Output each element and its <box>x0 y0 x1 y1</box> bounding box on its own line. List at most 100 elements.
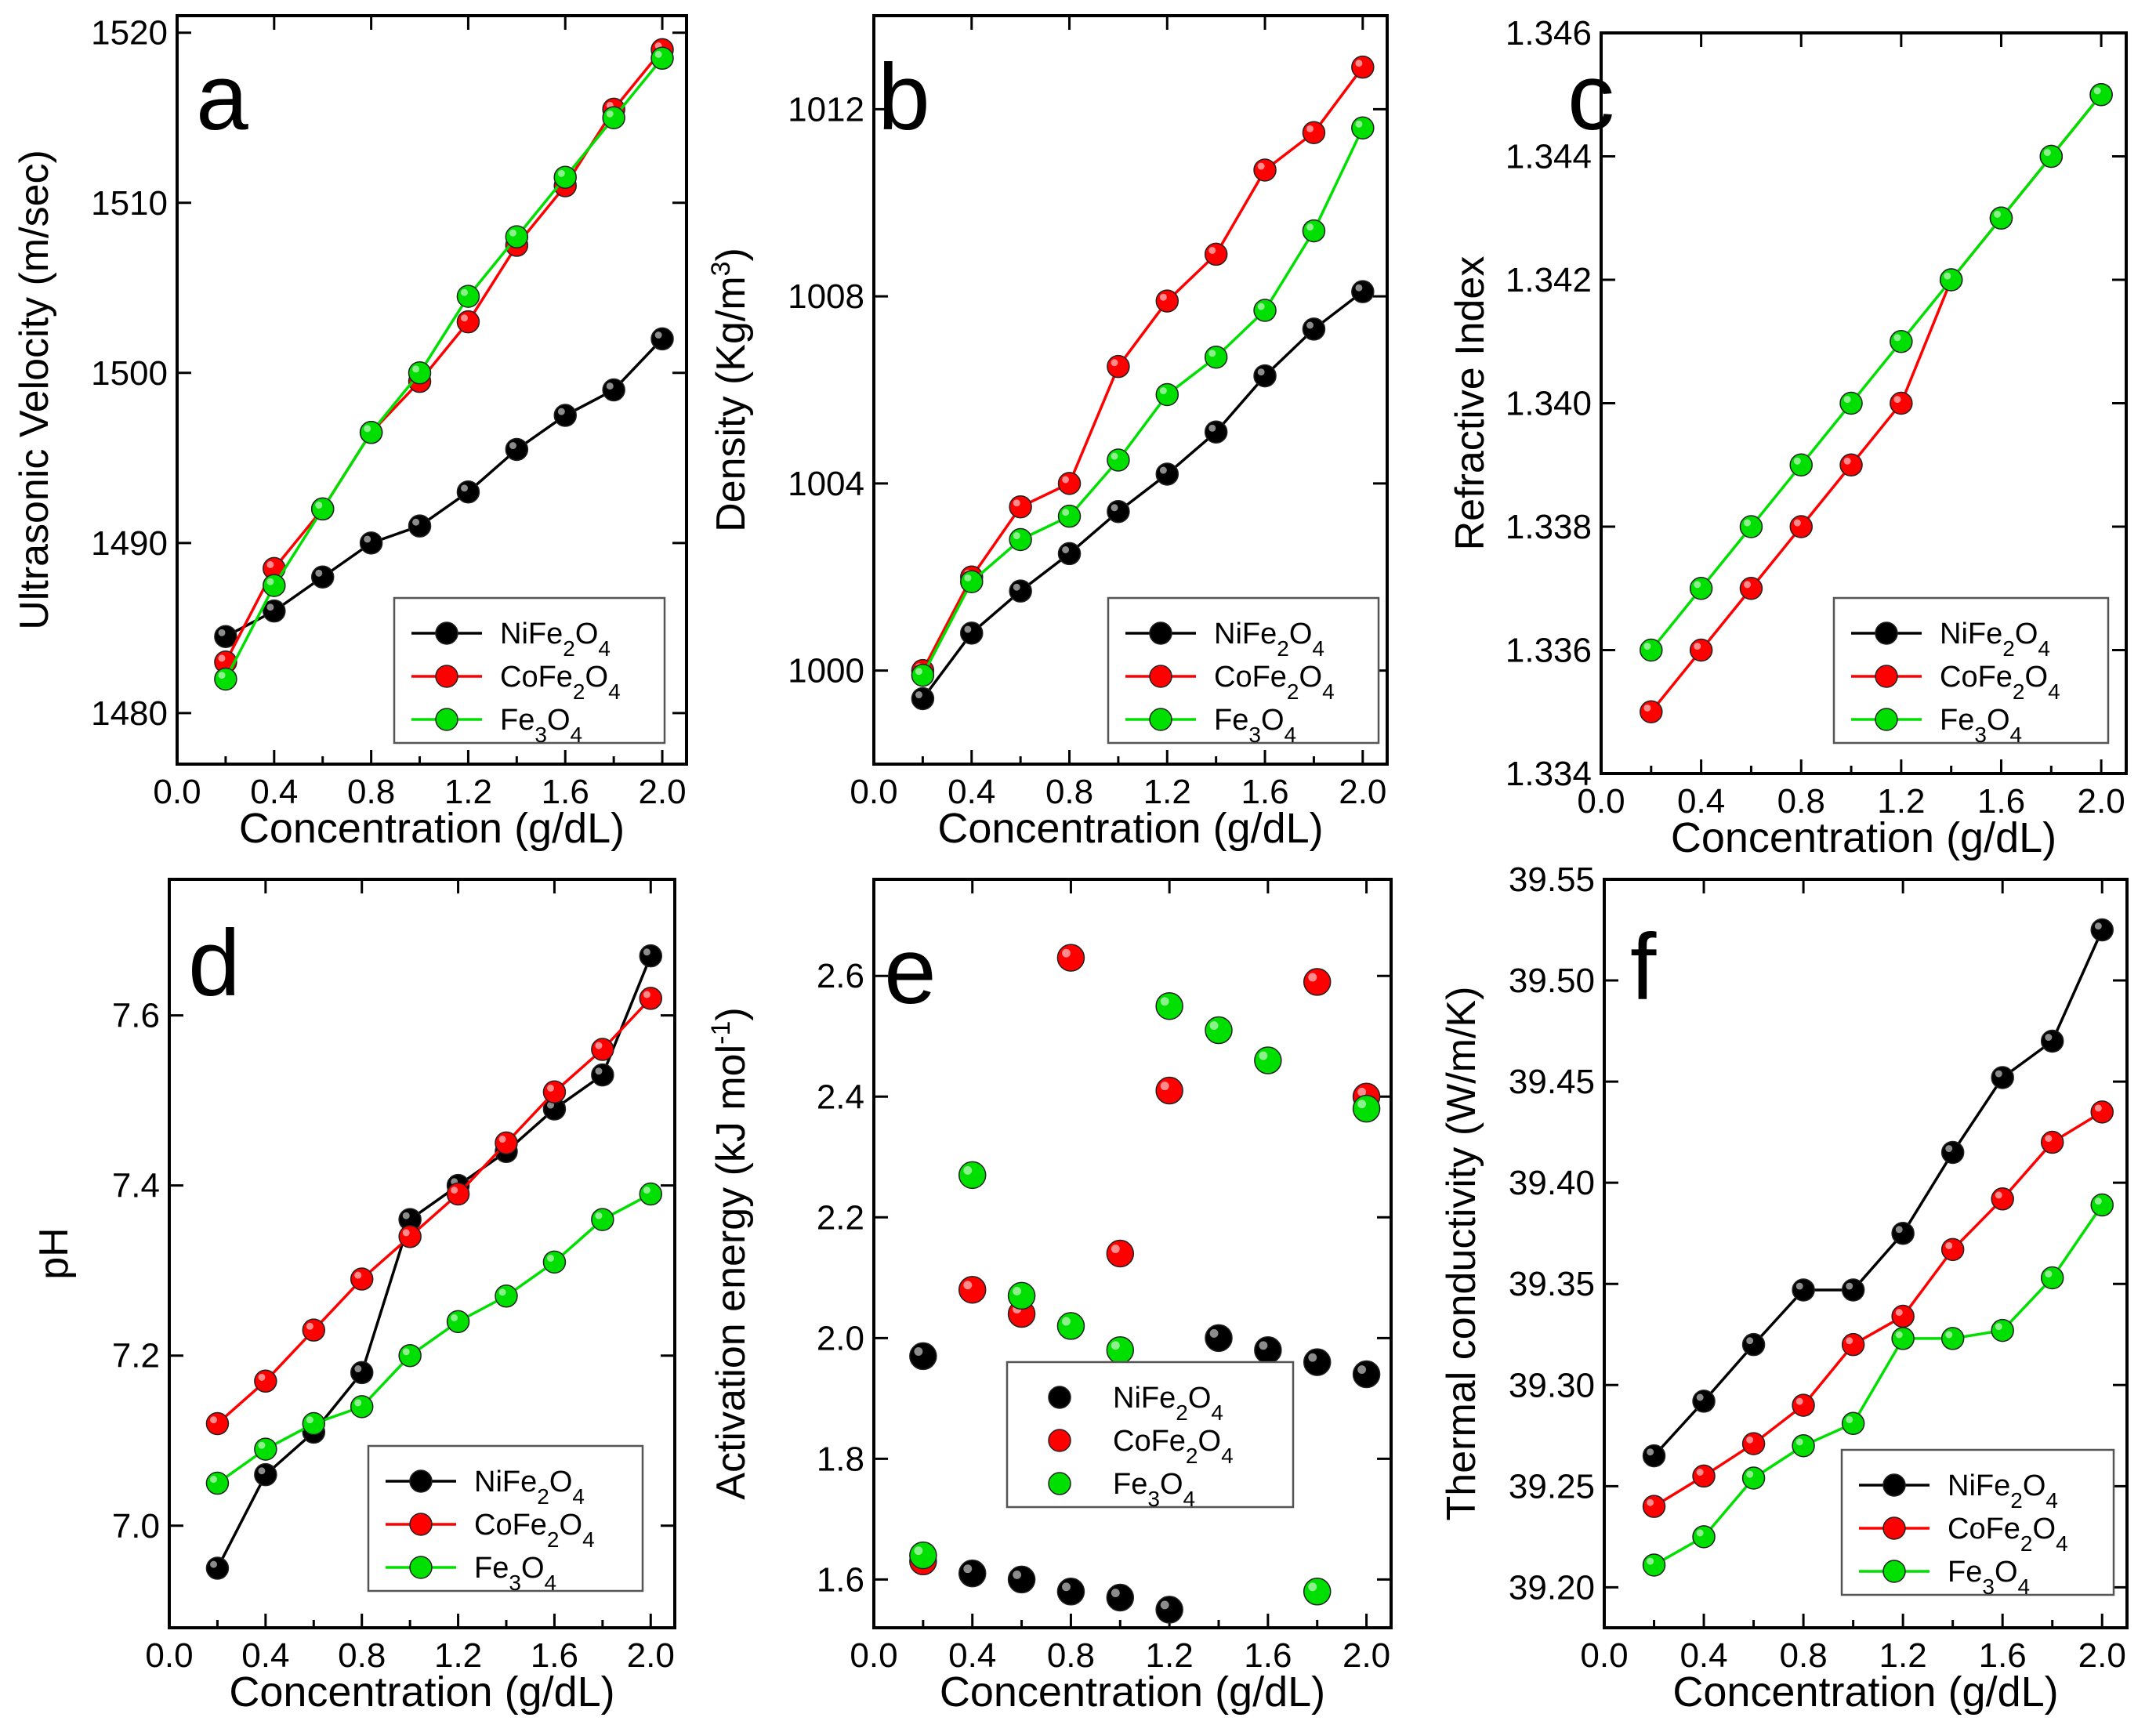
legend-sub2-f-0: 4 <box>2045 1488 2058 1513</box>
data-point-f-2 <box>2090 1193 2114 1217</box>
legend-marker-b-0 <box>1149 621 1172 645</box>
legend-text-e-1: CoFe2O4 <box>1113 1425 1234 1468</box>
data-point-c-2 <box>1989 206 2013 230</box>
legend-sub-c-0: 2 <box>2002 636 2015 661</box>
series-line-c-2 <box>1650 93 2103 651</box>
data-point-f-2 <box>1792 1433 1815 1458</box>
data-point-a-2 <box>263 574 286 597</box>
data-point-b-2 <box>1302 219 1326 243</box>
data-point-d-2 <box>639 1182 663 1206</box>
legend-sub-f-1: 2 <box>2020 1531 2033 1556</box>
data-point-f-2 <box>1841 1411 1865 1436</box>
data-point-highlight-d-2 <box>451 1313 458 1321</box>
data-point-f-1 <box>1792 1393 1815 1417</box>
data-point-highlight-c-2 <box>1793 457 1801 465</box>
data-point-highlight-f-0 <box>1995 1070 2002 1078</box>
y-axis-label-text-c: Refractive Index <box>1448 256 1493 551</box>
data-point-highlight-e-1 <box>1160 1082 1169 1091</box>
data-point-b-0 <box>1302 317 1326 341</box>
data-point-highlight-a-0 <box>266 603 274 611</box>
data-point-highlight-c-1 <box>1694 643 1701 650</box>
data-point-highlight-d-1 <box>402 1229 410 1237</box>
data-point-b-0 <box>960 621 984 645</box>
x-tick-label-f: 0.0 <box>1580 1636 1628 1675</box>
data-point-highlight-c-1 <box>1793 519 1801 527</box>
data-point-e-0 <box>958 1559 987 1588</box>
data-point-highlight-d-0 <box>547 1101 555 1109</box>
legend-label-a-2: Fe <box>500 704 534 737</box>
data-point-c-1 <box>1689 638 1713 662</box>
legend-text-d-1: CoFe2O4 <box>474 1509 595 1552</box>
data-point-highlight-b-2 <box>1062 509 1070 516</box>
data-point-highlight-e-0 <box>914 1347 923 1356</box>
legend-label-e-1-o: O <box>1198 1425 1222 1458</box>
data-point-highlight-f-1 <box>1696 1469 1704 1476</box>
y-tick-label-c: 1.344 <box>1506 138 1592 176</box>
data-point-c-1 <box>1789 515 1813 538</box>
data-point-d-2 <box>302 1411 326 1436</box>
data-point-b-0 <box>1107 499 1130 524</box>
data-point-highlight-f-1 <box>1846 1337 1853 1345</box>
legend-sub-a-2: 3 <box>534 723 547 747</box>
x-tick-label-f: 2.0 <box>2078 1636 2126 1675</box>
data-point-highlight-e-2 <box>1062 1317 1071 1326</box>
data-point-f-2 <box>1891 1327 1915 1350</box>
data-point-highlight-b-0 <box>964 625 972 633</box>
data-point-highlight-a-2 <box>412 365 420 373</box>
data-point-b-0 <box>1155 462 1179 486</box>
y-axis-label-c: Refractive Index <box>1448 256 1493 551</box>
data-point-highlight-d-0 <box>210 1560 218 1568</box>
legend-sub2-d-0: 4 <box>572 1484 585 1509</box>
series-line-d-1 <box>216 997 652 1425</box>
x-tick-label-e: 0.0 <box>850 1636 897 1675</box>
data-point-b-0 <box>1057 542 1082 566</box>
data-point-a-2 <box>602 106 625 129</box>
data-point-highlight-e-0 <box>1111 1589 1120 1597</box>
data-point-d-0 <box>205 1556 230 1580</box>
data-point-d-1 <box>205 1411 230 1436</box>
data-point-highlight-b-2 <box>1013 532 1020 540</box>
data-point-highlight-c-1 <box>1893 396 1901 404</box>
data-point-b-0 <box>1351 280 1375 303</box>
data-point-f-2 <box>1642 1553 1666 1577</box>
legend-marker-e-1 <box>1048 1429 1071 1452</box>
series-line-d-2 <box>216 1192 652 1484</box>
data-point-highlight-a-0 <box>461 484 469 492</box>
legend-label-f-1-o: O <box>2033 1513 2056 1545</box>
legend-text-a-1: CoFe2O4 <box>500 661 621 704</box>
data-point-f-0 <box>1940 1140 1965 1165</box>
y-tick-label-e: 2.0 <box>817 1319 864 1357</box>
data-point-b-1 <box>1253 158 1277 182</box>
legend-marker-a-2 <box>435 708 458 731</box>
y-axis-label-text-f: Thermal conductivity (W/m/K) <box>1439 987 1484 1521</box>
data-point-b-1 <box>1155 289 1179 313</box>
data-point-highlight-e-1 <box>1308 973 1317 982</box>
legend-sub2-a-1: 4 <box>608 679 621 704</box>
data-point-highlight-d-2 <box>258 1441 266 1449</box>
data-point-highlight-c-2 <box>1893 334 1901 342</box>
data-point-b-2 <box>1009 527 1032 552</box>
data-point-highlight-a-2 <box>218 672 226 679</box>
legend-marker-d-0 <box>409 1469 433 1493</box>
data-point-d-2 <box>542 1250 567 1274</box>
x-tick-label-c: 1.6 <box>1977 782 2025 821</box>
data-point-highlight-a-0 <box>218 629 226 636</box>
legend-label-f-0-o: O <box>2023 1469 2046 1502</box>
y-axis-label-text-e: Activation energy (kJ mol <box>708 1045 754 1500</box>
x-tick-label-e: 0.4 <box>948 1636 996 1675</box>
data-point-highlight-f-2 <box>1995 1323 2002 1331</box>
data-point-highlight-f-1 <box>1795 1397 1803 1405</box>
data-point-d-0 <box>639 944 663 968</box>
data-point-highlight-d-0 <box>595 1067 603 1075</box>
legend-text-e-2: Fe3O4 <box>1113 1468 1195 1511</box>
legend-sub-e-0: 2 <box>1176 1400 1188 1425</box>
x-axis-label-f: Concentration (g/dL) <box>1672 1669 2058 1716</box>
data-point-a-2 <box>456 284 480 308</box>
legend-label-d-0-o: O <box>549 1466 573 1498</box>
chart-panel-d: 0.0 0.4 0.8 1.2 1.6 2.0 7.0 7.2 7.4 7.6 Concentrat… <box>31 878 676 1716</box>
data-point-highlight-b-2 <box>1111 452 1118 460</box>
data-point-highlight-e-0 <box>1013 1570 1022 1579</box>
legend-sub-b-2: 3 <box>1248 723 1261 747</box>
x-tick-label-e: 1.2 <box>1146 1636 1194 1675</box>
x-tick-label-b: 1.6 <box>1241 773 1288 811</box>
